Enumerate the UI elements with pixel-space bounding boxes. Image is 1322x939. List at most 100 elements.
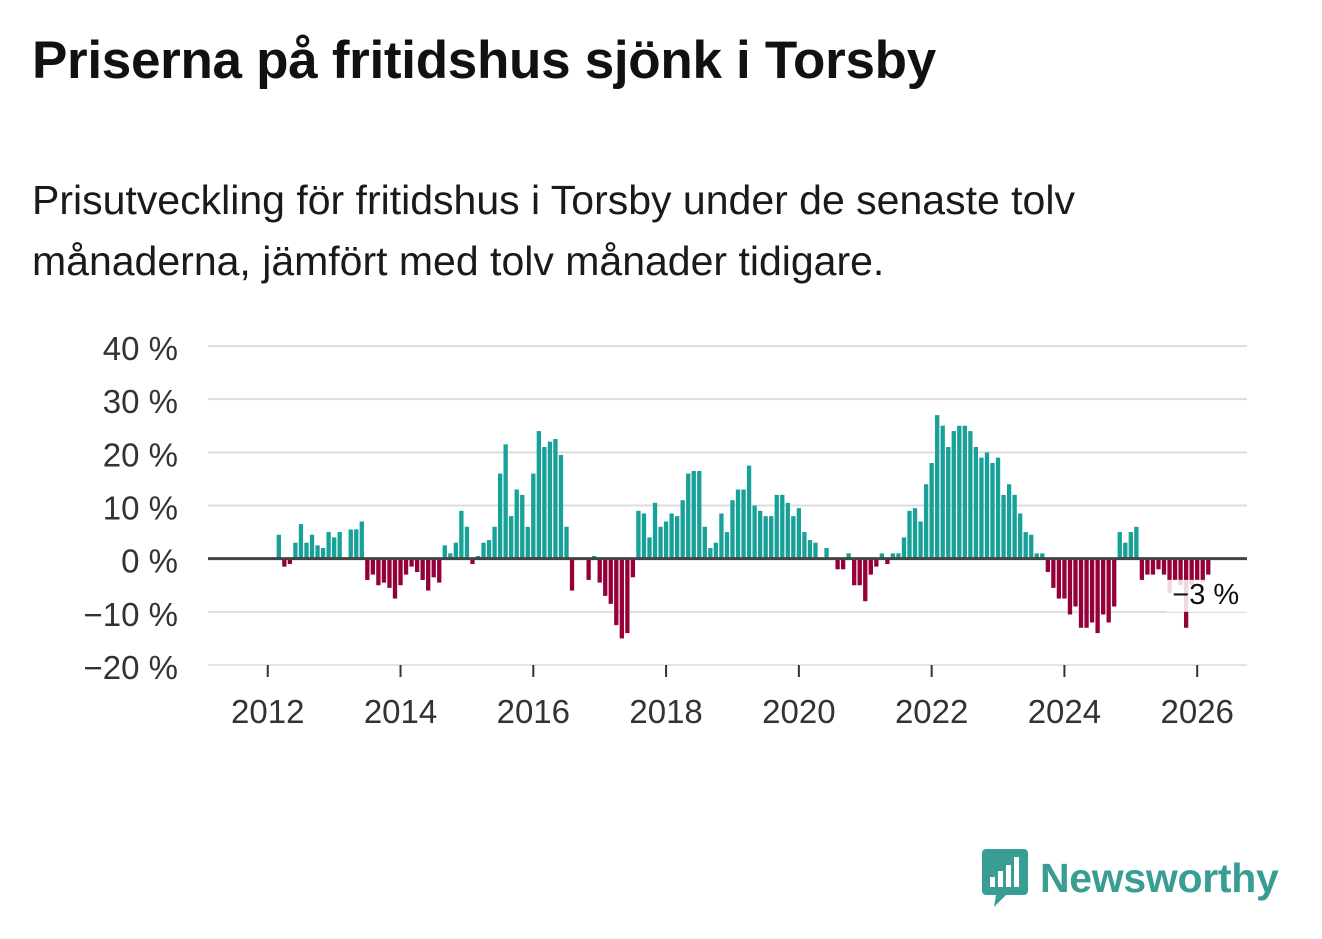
bar-positive (1123, 542, 1128, 559)
bar-positive (531, 473, 536, 559)
bar-negative (597, 558, 602, 583)
brand-name: Newsworthy (1040, 854, 1279, 901)
bar-positive (641, 513, 647, 559)
bar-negative (370, 558, 376, 575)
bar-positive (553, 439, 558, 559)
bar-positive (331, 537, 337, 559)
bar-negative (1045, 558, 1050, 572)
bar-negative (387, 558, 392, 588)
bar-negative (420, 558, 425, 580)
annotation-bg (1166, 579, 1249, 612)
bar-positive (1012, 494, 1017, 559)
bar-positive (514, 489, 519, 559)
bar-positive (962, 425, 968, 559)
bar-negative (282, 558, 287, 567)
bars (276, 415, 1211, 639)
bar-positive (326, 532, 331, 559)
bar-positive (686, 473, 691, 559)
bar-positive (979, 457, 984, 559)
bar-positive (785, 502, 790, 559)
bar-positive (652, 502, 658, 559)
bar-negative (835, 558, 840, 570)
bar-negative (1078, 558, 1084, 628)
bar-negative (885, 558, 890, 564)
bar-positive (674, 516, 680, 559)
bar-negative (431, 558, 436, 578)
bar-positive (309, 534, 315, 559)
bar-positive (1128, 532, 1133, 559)
bar-negative (1156, 558, 1161, 570)
bar-negative (1100, 558, 1106, 615)
bar-positive (1134, 526, 1139, 559)
y-tick-label: 10 % (103, 490, 178, 527)
bar-negative (619, 558, 624, 639)
bar-positive (780, 494, 785, 559)
bar-negative (857, 558, 862, 586)
bar-positive (564, 526, 569, 559)
brand-logo[interactable]: Newsworthy (980, 848, 1279, 908)
labels: −20 % −10 % 0 % 10 % 20 % 30 % 40 % 2012 2014 201… (84, 330, 1249, 730)
bar-positive (542, 447, 547, 559)
y-tick-label: −20 % (84, 649, 179, 686)
bar-negative (1051, 558, 1056, 588)
bar-negative (1139, 558, 1145, 580)
bar-negative (614, 558, 619, 626)
bar-positive (879, 553, 885, 559)
bar-negative (1089, 558, 1095, 623)
bar-positive (298, 524, 304, 559)
bar-positive (486, 540, 492, 559)
bar-negative (569, 558, 575, 591)
bar-positive (359, 521, 364, 559)
y-tick-label: −10 % (84, 596, 179, 633)
bar-negative (1106, 558, 1111, 623)
bar-negative (863, 558, 868, 602)
bar-positive (1001, 494, 1006, 559)
bar-negative (1095, 558, 1100, 634)
bar-negative (1062, 558, 1067, 599)
bar-negative (398, 558, 403, 586)
bar-positive (536, 431, 541, 559)
bar-positive (658, 526, 663, 559)
x-tick-label: 2020 (762, 693, 835, 730)
bar-negative (381, 558, 387, 583)
bar-positive (774, 494, 779, 559)
bar-positive (293, 542, 298, 559)
bar-negative (840, 558, 846, 570)
bar-positive (713, 542, 719, 559)
bar-negative (1073, 558, 1078, 607)
bar-positive (1117, 532, 1122, 559)
bar-positive (730, 500, 735, 559)
chart-title: Priserna på fritidshus sjönk i Torsby (32, 31, 936, 90)
bar-positive (735, 489, 741, 559)
bar-negative (1206, 558, 1211, 575)
bar-positive (763, 516, 768, 559)
bar-positive (746, 465, 752, 559)
bar-positive (702, 526, 707, 559)
bar-negative (603, 558, 608, 596)
bar-positive (901, 537, 907, 559)
bar-negative (1195, 558, 1200, 580)
bar-negative (1145, 558, 1150, 575)
bar-positive (497, 473, 503, 559)
bar-positive (724, 532, 730, 559)
bar-negative (376, 558, 381, 586)
bar-positive (442, 545, 447, 559)
bar-positive (995, 457, 1001, 559)
bar-positive (791, 516, 796, 559)
bar-negative (1200, 558, 1205, 583)
bar-negative (874, 558, 879, 567)
bar-positive (907, 510, 912, 559)
bar-positive (448, 553, 453, 559)
bar-positive (337, 532, 342, 559)
bar-negative (586, 558, 591, 580)
bar-positive (520, 494, 525, 559)
bar-negative (1167, 558, 1172, 594)
bar-positive (929, 462, 934, 559)
x-tick-label: 2018 (629, 693, 702, 730)
bar-positive (890, 553, 896, 559)
bar-negative (437, 558, 442, 583)
bar-negative (1056, 558, 1062, 599)
bar-negative (1112, 558, 1117, 607)
bar-positive (813, 542, 818, 559)
